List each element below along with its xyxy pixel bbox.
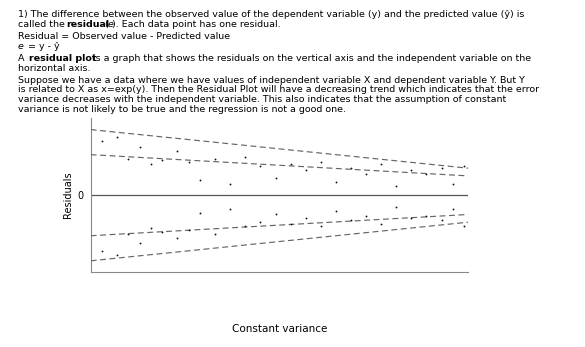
Point [422, 214, 431, 219]
Text: horizontal axis.: horizontal axis. [18, 64, 90, 73]
Point [195, 177, 205, 183]
Point [331, 179, 340, 185]
Point [240, 154, 250, 159]
Text: variance is not likely to be true and the regression is not a good one.: variance is not likely to be true and th… [18, 105, 346, 114]
Text: residual: residual [67, 20, 110, 29]
Point [184, 160, 194, 165]
Point [135, 241, 144, 246]
Point [331, 208, 340, 213]
Text: 1) The difference between the observed value of the dependent variable (y) and t: 1) The difference between the observed v… [18, 10, 524, 19]
Text: e: e [108, 20, 113, 29]
Point [391, 183, 401, 188]
Point [391, 204, 401, 210]
Point [377, 162, 386, 167]
Point [226, 206, 235, 211]
Point [448, 181, 457, 186]
Point [97, 248, 106, 254]
Point [437, 218, 446, 223]
Point [301, 167, 311, 173]
Point [226, 181, 235, 186]
Y-axis label: Residuals: Residuals [63, 172, 73, 219]
Text: residual plot: residual plot [29, 54, 96, 63]
Text: Residual = Observed value - Predicted value: Residual = Observed value - Predicted va… [18, 32, 230, 41]
Text: Constant variance: Constant variance [232, 324, 328, 335]
Point [195, 210, 205, 215]
Text: (: ( [102, 20, 109, 29]
Point [407, 167, 416, 173]
Point [240, 223, 250, 229]
Text: is a graph that shows the residuals on the vertical axis and the independent var: is a graph that shows the residuals on t… [90, 54, 531, 63]
Point [184, 227, 194, 233]
Point [460, 163, 469, 169]
Point [460, 223, 469, 229]
Point [135, 144, 144, 150]
Text: variance decreases with the independent variable. This also indicates that the a: variance decreases with the independent … [18, 95, 506, 104]
Point [362, 171, 371, 177]
Point [158, 229, 167, 235]
Point [422, 171, 431, 177]
Point [271, 212, 280, 217]
Point [362, 214, 371, 219]
Point [286, 162, 295, 167]
Point [448, 206, 457, 211]
Point [271, 175, 280, 180]
Point [211, 231, 220, 237]
Text: is related to X as x=exp(y). Then the Residual Plot will have a decreasing trend: is related to X as x=exp(y). Then the Re… [18, 85, 539, 94]
Text: called the: called the [18, 20, 67, 29]
Point [146, 162, 156, 167]
Point [286, 221, 295, 227]
Point [301, 215, 311, 221]
Text: A: A [18, 54, 27, 63]
Point [407, 215, 416, 221]
Text: e: e [18, 42, 23, 51]
Point [256, 219, 265, 225]
Point [173, 235, 182, 240]
Text: = y - ŷ: = y - ŷ [25, 42, 60, 51]
Point [146, 225, 156, 231]
Point [377, 221, 386, 227]
Point [256, 163, 265, 169]
Point [346, 166, 356, 171]
Point [112, 252, 122, 258]
Point [316, 223, 325, 229]
Point [346, 218, 356, 223]
Point [211, 156, 220, 161]
Point [316, 160, 325, 165]
Point [158, 158, 167, 163]
Text: Suppose we have a data where we have values of independent variable X and depend: Suppose we have a data where we have val… [18, 76, 524, 85]
Point [97, 138, 106, 144]
Point [112, 135, 122, 140]
Point [124, 156, 133, 161]
Point [124, 231, 133, 237]
Point [173, 148, 182, 154]
Point [437, 166, 446, 171]
Text: ). Each data point has one residual.: ). Each data point has one residual. [112, 20, 280, 29]
